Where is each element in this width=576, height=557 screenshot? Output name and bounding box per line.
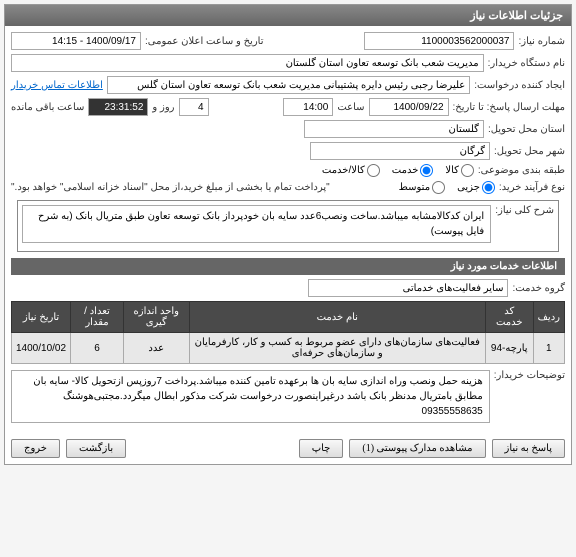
process-label: نوع فرآیند خرید:: [499, 182, 565, 193]
table-cell: عدد: [123, 333, 189, 364]
details-panel: جزئیات اطلاعات نیاز شماره نیاز: 11000035…: [4, 4, 572, 465]
back-button[interactable]: بازگشت: [66, 439, 126, 458]
table-header-cell: نام خدمت: [189, 302, 485, 333]
print-button[interactable]: چاپ: [299, 439, 344, 458]
table-header-cell: ردیف: [533, 302, 564, 333]
button-row: پاسخ به نیاز مشاهده مدارک پیوستی (1) چاپ…: [5, 433, 571, 464]
table-cell: 6: [71, 333, 124, 364]
city-label: شهر محل تحویل:: [494, 146, 565, 157]
deadline-date-field: 1400/09/22: [369, 98, 449, 116]
remain-label: ساعت باقی مانده: [11, 102, 84, 113]
radio-medium-input[interactable]: [432, 181, 445, 194]
table-cell: 1400/10/02: [12, 333, 71, 364]
province-label: استان محل تحویل:: [488, 124, 565, 135]
services-table: ردیفکد خدمتنام خدمتواحد اندازه گیریتعداد…: [11, 301, 565, 364]
table-header-cell: واحد اندازه گیری: [123, 302, 189, 333]
radio-goods[interactable]: کالا: [445, 164, 474, 177]
day-label: روز و: [152, 102, 174, 113]
table-cell: 1: [533, 333, 564, 364]
radio-service-input[interactable]: [420, 164, 433, 177]
group-label: گروه خدمت:: [512, 283, 565, 294]
buyer-field: مدیریت شعب بانک توسعه تعاون استان گلستان: [11, 54, 484, 72]
form-area: شماره نیاز: 1100003562000037 تاریخ و ساع…: [5, 26, 571, 433]
radio-goods-input[interactable]: [461, 164, 474, 177]
table-header-cell: تعداد / مقدار: [71, 302, 124, 333]
radio-service[interactable]: خدمت: [392, 164, 434, 177]
buyer-notes-field: هزینه حمل ونصب وراه اندازی سایه بان ها ب…: [11, 370, 490, 423]
description-box: شرح کلی نیاز: ایران کدکالامشابه میباشد.س…: [17, 200, 559, 252]
table-cell: فعالیت‌های سازمان‌های دارای عضو مربوط به…: [189, 333, 485, 364]
creator-field: علیرضا رجبی رئیس دایره پشتیبانی مدیریت ش…: [107, 76, 470, 94]
radio-minor-input[interactable]: [482, 181, 495, 194]
table-row: 1پارچه-94فعالیت‌های سازمان‌های دارای عضو…: [12, 333, 565, 364]
group-field: سایر فعالیت‌های خدماتی: [308, 279, 508, 297]
deadline-label: مهلت ارسال پاسخ: تا تاریخ:: [453, 102, 565, 113]
subject-class-label: طبقه بندی موضوعی:: [478, 165, 565, 176]
buyer-label: نام دستگاه خریدار:: [488, 58, 565, 69]
countdown-field: 23:31:52: [88, 98, 148, 116]
table-header-row: ردیفکد خدمتنام خدمتواحد اندازه گیریتعداد…: [12, 302, 565, 333]
process-radio-group: جزیی متوسط: [399, 181, 495, 194]
desc-label: شرح کلی نیاز:: [495, 205, 554, 216]
attachments-button[interactable]: مشاهده مدارک پیوستی (1): [349, 439, 485, 458]
exit-button[interactable]: خروج: [11, 439, 60, 458]
need-no-field: 1100003562000037: [364, 32, 514, 50]
subject-radio-group: کالا خدمت کالا/خدمت: [322, 164, 474, 177]
creator-label: ایجاد کننده درخواست:: [474, 80, 565, 91]
process-note: "پرداخت تمام یا بخشی از مبلغ خرید،از محل…: [11, 182, 395, 193]
province-field: گلستان: [304, 120, 484, 138]
radio-medium[interactable]: متوسط: [399, 181, 445, 194]
radio-minor[interactable]: جزیی: [457, 181, 495, 194]
need-no-label: شماره نیاز:: [518, 36, 565, 47]
contact-link[interactable]: اطلاعات تماس خریدار: [11, 80, 103, 91]
radio-goods-service[interactable]: کالا/خدمت: [322, 164, 380, 177]
buyer-notes-label: توضیحات خریدار:: [494, 370, 565, 381]
radio-goods-service-input[interactable]: [367, 164, 380, 177]
table-header-cell: کد خدمت: [485, 302, 533, 333]
table-header-cell: تاریخ نیاز: [12, 302, 71, 333]
announce-field: 1400/09/17 - 14:15: [11, 32, 141, 50]
deadline-hour-field: 14:00: [283, 98, 333, 116]
table-body: 1پارچه-94فعالیت‌های سازمان‌های دارای عضو…: [12, 333, 565, 364]
days-left-field: 4: [179, 98, 209, 116]
announce-label: تاریخ و ساعت اعلان عمومی:: [145, 36, 264, 47]
table-cell: پارچه-94: [485, 333, 533, 364]
reply-button[interactable]: پاسخ به نیاز: [492, 439, 566, 458]
panel-title: جزئیات اطلاعات نیاز: [5, 5, 571, 26]
hour-label: ساعت: [337, 102, 364, 113]
services-header: اطلاعات خدمات مورد نیاز: [11, 258, 565, 275]
desc-field: ایران کدکالامشابه میباشد.ساخت ونصب6عدد س…: [22, 205, 491, 243]
city-field: گرگان: [310, 142, 490, 160]
